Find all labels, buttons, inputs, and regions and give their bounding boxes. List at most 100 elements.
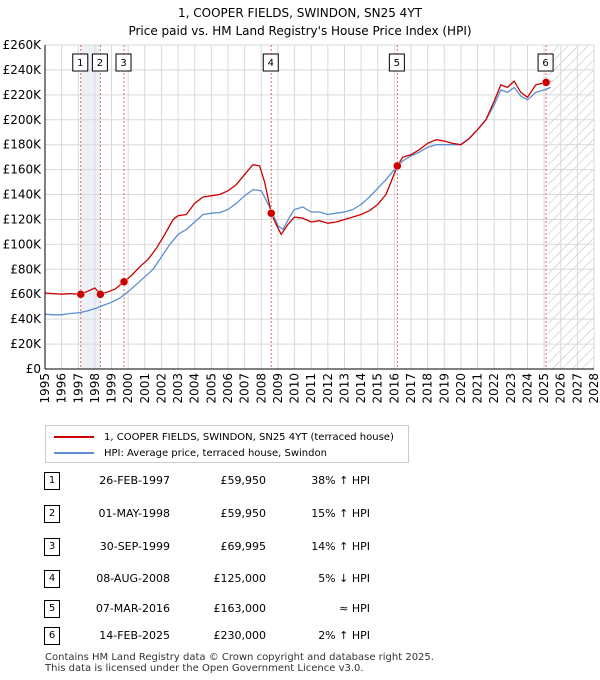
sale-date: 07-MAR-2016 bbox=[95, 602, 170, 615]
sale-label-number: 1 bbox=[77, 58, 83, 69]
legend-label-price-paid: 1, COOPER FIELDS, SWINDON, SN25 4YT (ter… bbox=[104, 431, 394, 443]
x-tick-label: 2025 bbox=[537, 373, 551, 404]
x-tick-label: 2019 bbox=[437, 373, 451, 404]
x-tick-label: 2016 bbox=[387, 373, 401, 404]
sale-label-box bbox=[115, 53, 132, 72]
x-tick-label: 2017 bbox=[404, 373, 418, 404]
sale-label-box bbox=[91, 53, 108, 72]
x-tick-label: 2027 bbox=[570, 373, 584, 404]
x-tick-label: 1999 bbox=[105, 373, 119, 404]
hpi-comparison: 2% ↑ HPI bbox=[318, 629, 370, 642]
x-tick-label: 2021 bbox=[471, 373, 485, 404]
x-tick-label: 2008 bbox=[254, 373, 268, 404]
x-tick-label: 2001 bbox=[138, 373, 152, 404]
chart-subtitle: Price paid vs. HM Land Registry's House … bbox=[128, 24, 471, 38]
x-tick-label: 2002 bbox=[154, 373, 168, 404]
future-forecast-region bbox=[548, 45, 594, 369]
sale-label-box bbox=[537, 53, 554, 72]
sale-point bbox=[96, 290, 105, 299]
y-tick-label: £60K bbox=[10, 287, 42, 301]
legend-item-hpi: HPI: Average price, terraced house, Swin… bbox=[54, 445, 327, 461]
price-paid-series-line bbox=[44, 80, 551, 295]
table-row: 3 30-SEP-1999 £69,995 14% ↑ HPI bbox=[44, 536, 444, 556]
sale-point bbox=[119, 277, 129, 287]
chart-title: 1, COOPER FIELDS, SWINDON, SN25 4YT bbox=[178, 6, 423, 20]
legend-label-hpi: HPI: Average price, terraced house, Swin… bbox=[104, 447, 327, 459]
x-tick-label: 2000 bbox=[121, 373, 135, 404]
sale-label-number: 5 bbox=[394, 58, 400, 69]
x-tick-label: 2020 bbox=[454, 373, 468, 404]
y-tick-label: £80K bbox=[10, 262, 42, 276]
sale-date: 14-FEB-2025 bbox=[99, 629, 170, 642]
y-tick-label: £140K bbox=[3, 188, 43, 202]
y-tick-label: £40K bbox=[10, 312, 42, 326]
footer-attribution: Contains HM Land Registry data © Crown c… bbox=[45, 652, 434, 674]
sale-number-badge: 6 bbox=[44, 627, 60, 645]
hpi-comparison: ≈ HPI bbox=[339, 602, 370, 615]
sale-price: £163,000 bbox=[213, 602, 267, 615]
x-tick-label: 2009 bbox=[271, 373, 285, 404]
x-tick-label: 2026 bbox=[554, 373, 568, 404]
sale-date: 26-FEB-1997 bbox=[99, 474, 170, 487]
x-tick-label: 2003 bbox=[171, 373, 185, 404]
x-tick-label: 1998 bbox=[88, 373, 102, 404]
sale-point bbox=[76, 290, 86, 299]
y-tick-label: £160K bbox=[3, 163, 43, 177]
x-tick-label: 2007 bbox=[238, 373, 252, 404]
hpi-comparison: 14% ↑ HPI bbox=[311, 540, 370, 553]
y-tick-label: £220K bbox=[3, 88, 43, 102]
sale-date: 01-MAY-1998 bbox=[98, 507, 170, 520]
x-tick-label: 2013 bbox=[337, 373, 351, 404]
x-tick-label: 2010 bbox=[288, 373, 302, 404]
sale-number-badge: 5 bbox=[44, 600, 60, 618]
sale-label-box bbox=[388, 53, 405, 72]
x-tick-label: 1996 bbox=[55, 373, 69, 404]
hpi-comparison: 5% ↓ HPI bbox=[318, 572, 370, 585]
x-tick-label: 2006 bbox=[221, 373, 235, 404]
x-tick-label: 2022 bbox=[487, 373, 501, 404]
sale-date: 30-SEP-1999 bbox=[99, 540, 170, 553]
y-tick-label: £200K bbox=[3, 113, 43, 127]
legend-swatch-price-paid bbox=[54, 436, 94, 438]
legend-swatch-hpi bbox=[54, 452, 94, 454]
x-tick-label: 2005 bbox=[204, 373, 218, 404]
table-row: 5 07-MAR-2016 £163,000 ≈ HPI bbox=[44, 598, 444, 618]
table-row: 2 01-MAY-1998 £59,950 15% ↑ HPI bbox=[44, 503, 444, 523]
sale-date: 08-AUG-2008 bbox=[96, 572, 170, 585]
x-tick-label: 2023 bbox=[504, 373, 518, 404]
sale-label-number: 2 bbox=[97, 58, 103, 69]
x-tick-label: 2015 bbox=[371, 373, 385, 404]
sale-point bbox=[267, 208, 276, 218]
y-tick-label: £0 bbox=[26, 362, 41, 376]
table-row: 6 14-FEB-2025 £230,000 2% ↑ HPI bbox=[44, 625, 444, 645]
sale-label-box bbox=[72, 53, 89, 72]
sale-price: £230,000 bbox=[213, 629, 267, 642]
plot-area bbox=[45, 45, 594, 369]
x-tick-label: 1995 bbox=[38, 373, 52, 404]
sale-price: £59,950 bbox=[220, 474, 267, 487]
sale-number-badge: 4 bbox=[44, 570, 60, 588]
sale-number-badge: 3 bbox=[44, 538, 60, 556]
sale-price: £69,995 bbox=[220, 540, 267, 553]
y-tick-label: £20K bbox=[10, 337, 42, 351]
x-tick-label: 2024 bbox=[520, 373, 534, 404]
footer-copyright: Contains HM Land Registry data © Crown c… bbox=[45, 652, 434, 663]
table-row: 4 08-AUG-2008 £125,000 5% ↓ HPI bbox=[44, 568, 444, 588]
y-tick-label: £240K bbox=[3, 63, 43, 77]
footer-licence: This data is licensed under the Open Gov… bbox=[45, 663, 364, 674]
table-row: 1 26-FEB-1997 £59,950 38% ↑ HPI bbox=[44, 470, 444, 490]
sale-number-badge: 1 bbox=[44, 472, 60, 490]
sale-number-badge: 2 bbox=[44, 505, 60, 523]
sale-label-box bbox=[262, 53, 279, 72]
sale-point bbox=[541, 78, 551, 87]
sale-price: £125,000 bbox=[213, 572, 267, 585]
sale-period-band bbox=[80, 45, 101, 369]
hpi-comparison: 38% ↑ HPI bbox=[311, 474, 370, 487]
sale-point bbox=[393, 161, 402, 171]
x-tick-label: 1997 bbox=[71, 373, 85, 404]
legend-item-price-paid: 1, COOPER FIELDS, SWINDON, SN25 4YT (ter… bbox=[54, 429, 394, 445]
x-tick-label: 2011 bbox=[304, 373, 318, 404]
sale-label-number: 6 bbox=[542, 58, 548, 69]
x-tick-label: 2012 bbox=[321, 373, 335, 404]
sale-label-number: 4 bbox=[268, 58, 274, 69]
